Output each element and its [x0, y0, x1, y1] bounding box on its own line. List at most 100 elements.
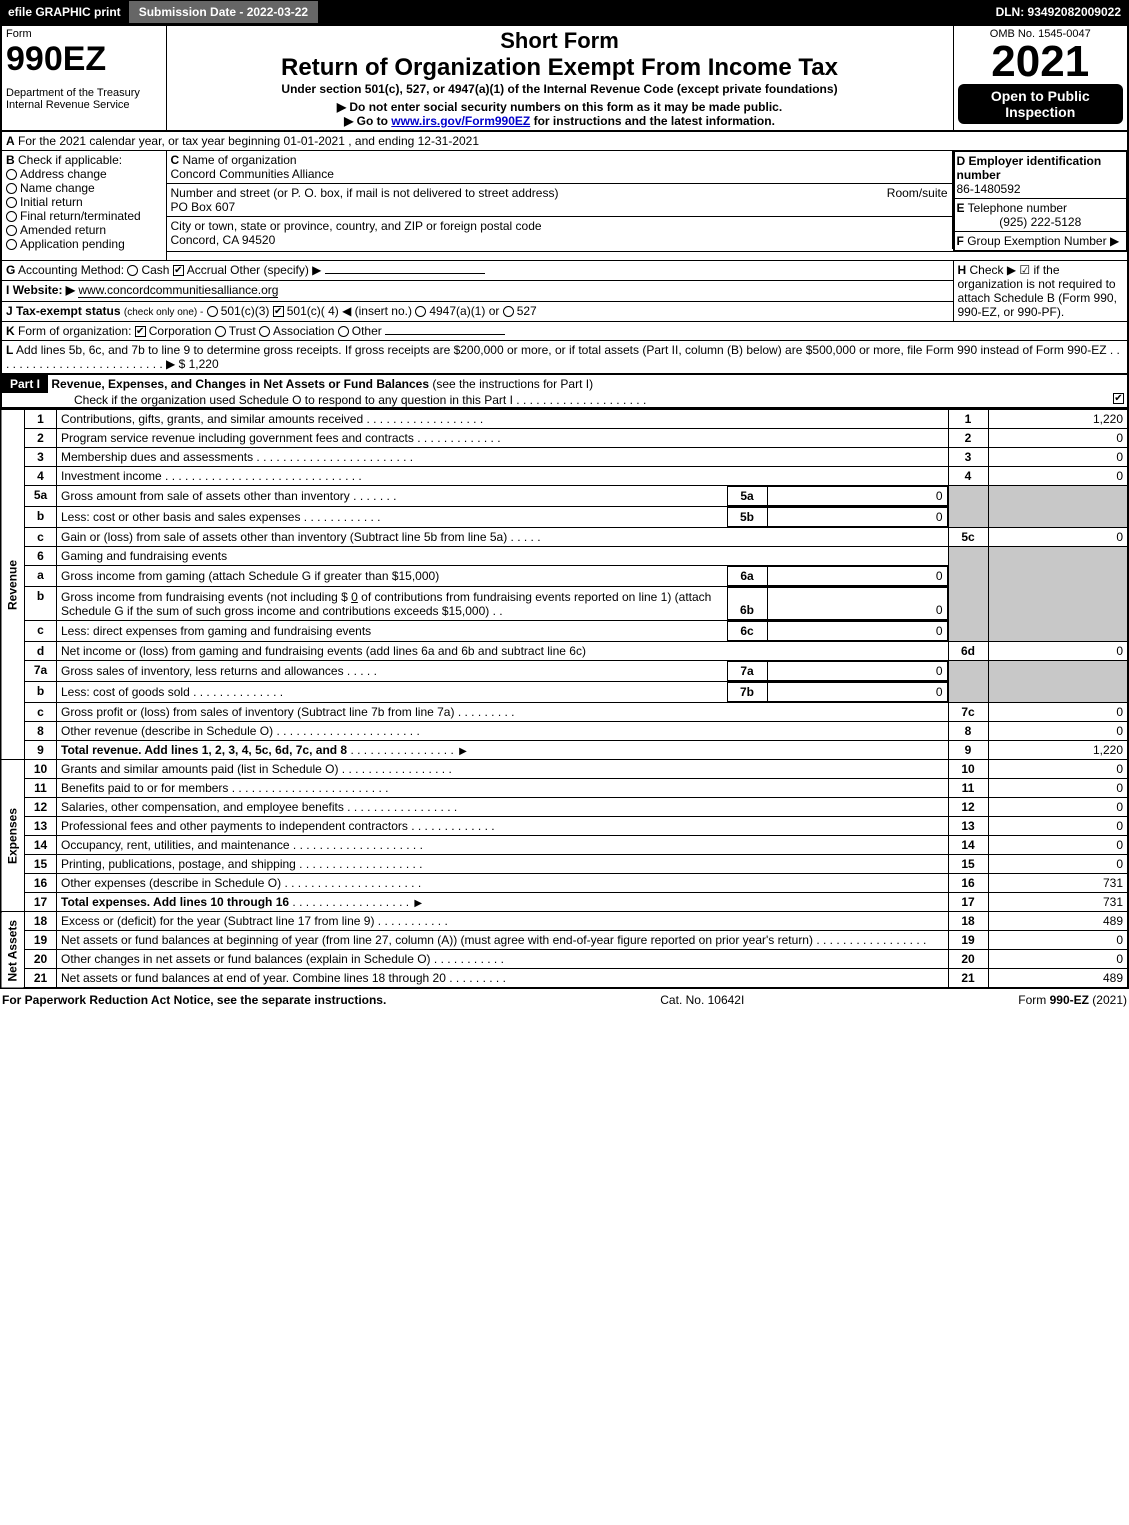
line-16-text: Other expenses (describe in Schedule O)	[61, 876, 281, 890]
chk-amended[interactable]	[6, 225, 17, 236]
chk-schedule-o[interactable]: ✔	[1113, 393, 1124, 404]
section-l-text: Add lines 5b, 6c, and 7b to line 9 to de…	[16, 343, 1107, 357]
line-6-text: Gaming and fundraising events	[57, 547, 949, 566]
top-bar: efile GRAPHIC print Submission Date - 20…	[0, 0, 1129, 24]
opt-corp: Corporation	[149, 324, 212, 338]
line-16-ref: 16	[948, 874, 988, 893]
line-7b-sv: 0	[767, 683, 947, 702]
line-20-text: Other changes in net assets or fund bala…	[61, 952, 431, 966]
irs-link[interactable]: www.irs.gov/Form990EZ	[391, 114, 530, 128]
opt-other: Other (specify) ▶	[230, 263, 321, 277]
section-d-label: D	[957, 154, 966, 168]
website-value: www.concordcommunitiesalliance.org	[78, 283, 278, 298]
addr-label: Number and street (or P. O. box, if mail…	[171, 186, 559, 200]
line-6d-num: d	[25, 642, 57, 661]
section-a-text: For the 2021 calendar year, or tax year …	[18, 134, 479, 148]
tax-exempt-title: Tax-exempt status	[16, 304, 120, 318]
chk-527[interactable]	[503, 306, 514, 317]
line-6b-sr: 6b	[727, 588, 767, 620]
chk-final[interactable]	[6, 211, 17, 222]
line-7a-num: 7a	[25, 661, 57, 682]
efile-label[interactable]: efile GRAPHIC print	[0, 1, 129, 23]
line-10-ref: 10	[948, 760, 988, 779]
chk-501c[interactable]: ✔	[273, 306, 284, 317]
section-k-label: K	[6, 324, 15, 338]
chk-4947[interactable]	[415, 306, 426, 317]
line-6b-amt: 0	[351, 590, 358, 604]
line-6d-ref: 6d	[948, 642, 988, 661]
line-17-val: 731	[988, 893, 1128, 912]
subtitle: Under section 501(c), 527, or 4947(a)(1)…	[171, 82, 949, 96]
line-19-val: 0	[988, 931, 1128, 950]
section-i-label: I	[6, 283, 9, 297]
chk-corp[interactable]: ✔	[135, 326, 146, 337]
chk-accrual[interactable]: ✔	[173, 265, 184, 276]
line-8-val: 0	[988, 722, 1128, 741]
line-15-text: Printing, publications, postage, and shi…	[61, 857, 296, 871]
footer-left: For Paperwork Reduction Act Notice, see …	[2, 993, 386, 1007]
acct-method: Accounting Method:	[18, 263, 124, 277]
line-15-val: 0	[988, 855, 1128, 874]
line-13-text: Professional fees and other payments to …	[61, 819, 408, 833]
line-12-ref: 12	[948, 798, 988, 817]
chk-initial[interactable]	[6, 197, 17, 208]
form-org-title: Form of organization:	[18, 324, 131, 338]
line-11-val: 0	[988, 779, 1128, 798]
line-1-val: 1,220	[988, 410, 1128, 429]
line-7a-text: Gross sales of inventory, less returns a…	[61, 664, 344, 678]
opt-amended: Amended return	[20, 223, 106, 237]
line-9-text: Total revenue. Add lines 1, 2, 3, 4, 5c,…	[61, 743, 347, 757]
opt-527: 527	[517, 304, 537, 318]
line-17-ref: 17	[948, 893, 988, 912]
line-2-num: 2	[25, 429, 57, 448]
line-5a-num: 5a	[25, 486, 57, 507]
part1-check: Check if the organization used Schedule …	[2, 393, 513, 407]
footer-right-prefix: Form	[1018, 993, 1049, 1007]
chk-other-org[interactable]	[338, 326, 349, 337]
opt-4947: 4947(a)(1) or	[429, 304, 499, 318]
part1-head: Part I	[2, 375, 48, 393]
line-6a-sr: 6a	[727, 567, 767, 586]
section-f-label: F	[957, 234, 964, 248]
line-5a-sv: 0	[767, 487, 947, 506]
chk-cash[interactable]	[127, 265, 138, 276]
arrow-icon	[457, 743, 467, 757]
other-blank[interactable]	[325, 273, 485, 274]
form-table: Form 990EZ Department of the Treasury In…	[0, 24, 1129, 409]
section-e-label: E	[957, 201, 965, 215]
line-14-ref: 14	[948, 836, 988, 855]
opt-501c: 501(c)( 4) ◀ (insert no.)	[287, 304, 412, 318]
line-12-val: 0	[988, 798, 1128, 817]
org-city: Concord, CA 94520	[171, 233, 276, 247]
opt-pending: Application pending	[20, 237, 125, 251]
section-l-label: L	[6, 343, 13, 357]
line-6b-sv: 0	[767, 588, 947, 620]
footer-right: Form 990-EZ (2021)	[1018, 993, 1127, 1007]
chk-address[interactable]	[6, 169, 17, 180]
line-21-val: 489	[988, 969, 1128, 989]
line-8-ref: 8	[948, 722, 988, 741]
line-20-ref: 20	[948, 950, 988, 969]
chk-501c3[interactable]	[207, 306, 218, 317]
chk-trust[interactable]	[215, 326, 226, 337]
chk-assoc[interactable]	[259, 326, 270, 337]
line-4-ref: 4	[948, 467, 988, 486]
part1-title: Revenue, Expenses, and Changes in Net As…	[51, 377, 429, 391]
section-c-label: C	[171, 153, 180, 167]
chk-pending[interactable]	[6, 239, 17, 250]
line-3-text: Membership dues and assessments	[61, 450, 253, 464]
line-13-ref: 13	[948, 817, 988, 836]
org-addr: PO Box 607	[171, 200, 236, 214]
line-2-text: Program service revenue including govern…	[61, 431, 414, 445]
line-14-num: 14	[25, 836, 57, 855]
line-15-num: 15	[25, 855, 57, 874]
chk-name[interactable]	[6, 183, 17, 194]
line-20-val: 0	[988, 950, 1128, 969]
other-org-blank[interactable]	[385, 334, 505, 335]
line-5a-text: Gross amount from sale of assets other t…	[61, 489, 350, 503]
section-h-text: Check ▶ ☑ if the organization is not req…	[958, 263, 1117, 319]
phone-title: Telephone number	[968, 201, 1067, 215]
form-label: Form	[6, 28, 162, 40]
line-2-val: 0	[988, 429, 1128, 448]
line-5b-num: b	[25, 507, 57, 528]
